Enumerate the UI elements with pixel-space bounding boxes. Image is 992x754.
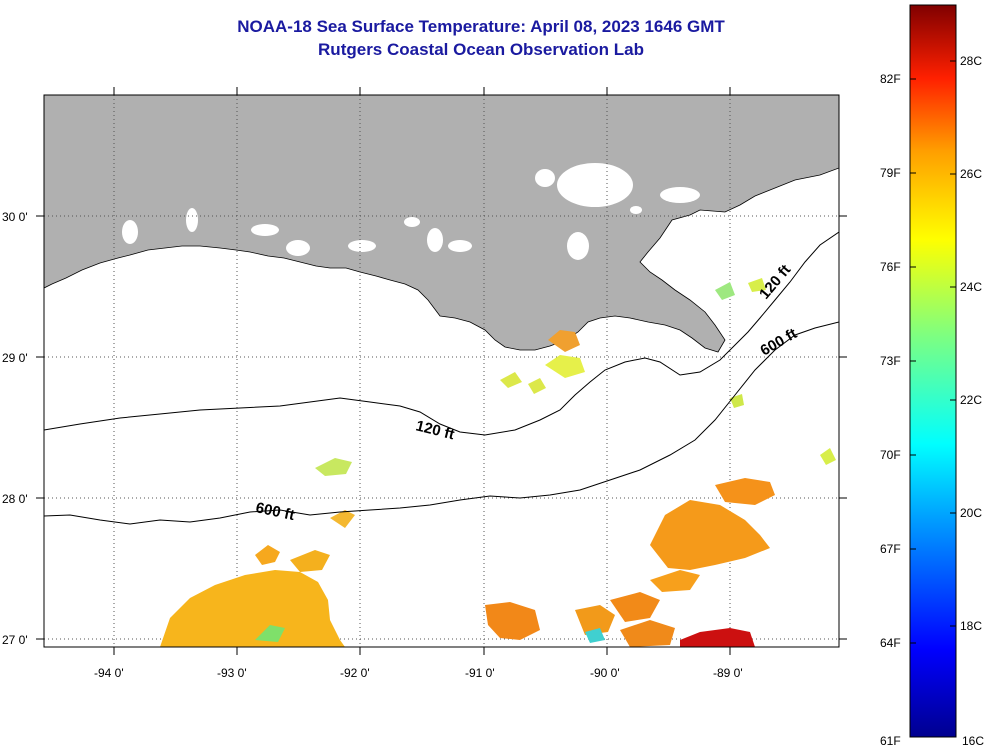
map-frame <box>43 94 840 648</box>
colorbar-c-label: 16C <box>962 734 984 748</box>
inland-water <box>122 163 751 260</box>
sst-patch <box>610 592 660 622</box>
colorbar-c-label: 24C <box>960 280 982 294</box>
sst-patch <box>585 628 605 643</box>
sst-patch <box>255 625 285 642</box>
colorbar-c-label: 18C <box>960 619 982 633</box>
colorbar-c-label: 28C <box>960 54 982 68</box>
colorbar-f-label: 64F <box>880 636 901 650</box>
sst-patch <box>545 355 585 378</box>
bathymetry-contours <box>44 231 839 525</box>
lat-label: 29 0' <box>2 351 28 365</box>
sst-patch <box>748 278 766 292</box>
colorbar-f-label: 70F <box>880 448 901 462</box>
colorbar-c-label: 20C <box>960 506 982 520</box>
frame-ticks <box>36 87 847 655</box>
lon-label: -90 0' <box>590 666 620 680</box>
lat-label: 28 0' <box>2 492 28 506</box>
latitude-labels: 30 0' 29 0' 28 0' 27 0' <box>2 210 28 647</box>
colorbar-c-label: 22C <box>960 393 982 407</box>
lon-label: -89 0' <box>713 666 743 680</box>
colorbar-gradient <box>909 4 957 738</box>
sst-patch <box>330 510 355 528</box>
sst-patch <box>500 372 522 388</box>
sst-patch <box>620 620 675 647</box>
sst-patch <box>290 550 330 572</box>
colorbar-f-label: 76F <box>880 260 901 274</box>
lat-label: 27 0' <box>2 633 28 647</box>
colorbar: 82F 79F 76F 73F 70F 67F 64F 61F 28C 26C … <box>880 4 984 748</box>
colorbar-ticks <box>910 60 956 644</box>
lon-label: -91 0' <box>465 666 495 680</box>
map-title: NOAA-18 Sea Surface Temperature: April 0… <box>237 17 725 36</box>
lon-label: -94 0' <box>94 666 124 680</box>
lon-label: -92 0' <box>340 666 370 680</box>
colorbar-f-label: 61F <box>880 734 901 748</box>
sst-patch <box>715 282 735 300</box>
colorbar-f-label: 73F <box>880 354 901 368</box>
contour-120ft-line <box>44 231 839 436</box>
lat-label: 30 0' <box>2 210 28 224</box>
sst-patch <box>820 448 836 465</box>
sst-patch <box>485 602 540 640</box>
longitude-labels: -94 0' -93 0' -92 0' -91 0' -90 0' -89 0… <box>94 666 743 680</box>
contour-600ft-line <box>44 321 839 525</box>
sst-patch <box>650 500 770 570</box>
sst-patch <box>548 330 580 352</box>
colorbar-f-label: 67F <box>880 542 901 556</box>
sst-patches <box>160 278 836 647</box>
colorbar-f-label: 79F <box>880 166 901 180</box>
sst-patch <box>575 605 615 635</box>
map-subtitle: Rutgers Coastal Ocean Observation Lab <box>318 40 644 59</box>
sst-patch <box>255 545 280 565</box>
colorbar-f-label: 82F <box>880 72 901 86</box>
sst-patch <box>315 458 352 476</box>
sst-patch <box>650 570 700 592</box>
sst-patch <box>715 478 775 505</box>
colorbar-c-label: 26C <box>960 167 982 181</box>
sst-patch <box>160 570 345 647</box>
land-mass <box>44 95 839 353</box>
sst-patch <box>680 628 755 647</box>
map-plot-area: 120 ft 120 ft 600 ft 600 ft <box>44 95 839 647</box>
sst-patch <box>528 378 546 394</box>
lon-label: -93 0' <box>217 666 247 680</box>
